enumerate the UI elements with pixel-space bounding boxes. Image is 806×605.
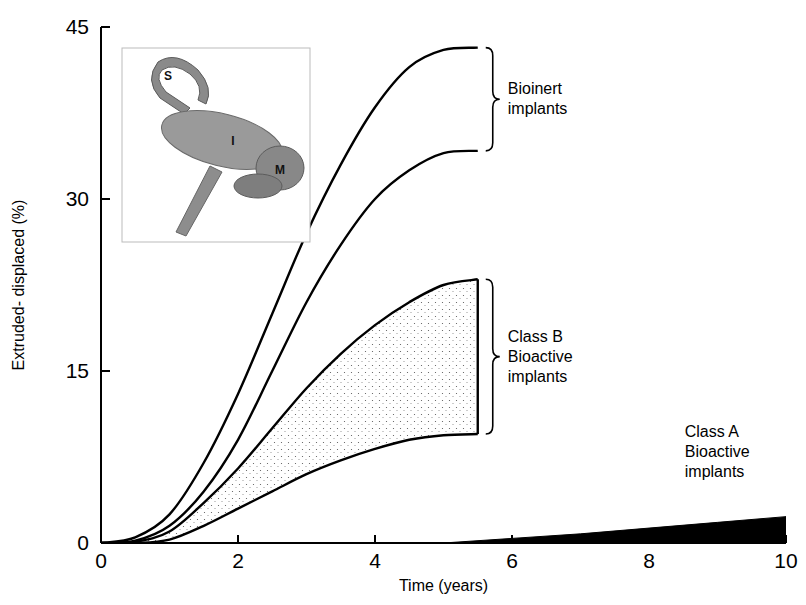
series-label: Bioinert implants (508, 80, 568, 117)
x-tick-label: 2 (232, 549, 244, 572)
inset-frame (122, 48, 310, 242)
label-line: Class B (508, 328, 563, 345)
series-label: Class B Bioactive implants (508, 328, 573, 385)
y-tick (101, 370, 110, 372)
y-axis (100, 27, 102, 543)
label-line: implants (508, 100, 568, 117)
y-tick-label: 0 (77, 531, 89, 554)
label-line: Bioinert (508, 80, 563, 97)
x-axis-title: Time (years) (399, 577, 488, 594)
label-line: Bioactive (508, 348, 573, 365)
x-tick (374, 535, 376, 543)
x-tick (785, 535, 787, 543)
label-line: implants (685, 463, 745, 480)
plot-data (101, 48, 786, 543)
stapes (151, 58, 208, 115)
incus-process (176, 166, 222, 236)
x-tick-label: 0 (95, 549, 107, 572)
label-line: Class A (685, 423, 740, 440)
y-tick-label: 30 (66, 187, 89, 210)
inset: S I M (122, 48, 310, 242)
chart: Bioinert implants Class B Bioactive implants… (0, 0, 806, 605)
x-tick-label: 6 (506, 549, 518, 572)
malleus-neck (234, 174, 282, 198)
y-tick-label: 15 (66, 359, 89, 382)
x-tick (648, 535, 650, 543)
lower-curve (101, 434, 478, 543)
band-fill (101, 279, 478, 543)
x-tick (100, 535, 102, 543)
y-axis-title: Extruded- displaced (%) (10, 200, 27, 371)
upper-curve (101, 279, 478, 543)
upper-curve (101, 48, 478, 543)
label-line: Bioactive (685, 443, 750, 460)
x-tick (237, 535, 239, 543)
y-tick (101, 198, 110, 200)
x-tick-label: 8 (643, 549, 655, 572)
series-label: Class A Bioactive implants (685, 423, 750, 480)
x-axis (101, 542, 786, 544)
inset-label: M (275, 163, 285, 177)
bracket (486, 279, 500, 434)
x-tick (511, 535, 513, 543)
band-end (477, 279, 479, 434)
label-line: implants (508, 368, 568, 385)
x-tick-label: 10 (774, 549, 797, 572)
labels: Bioinert implants Class B Bioactive implants… (486, 48, 750, 480)
bracket (486, 48, 500, 151)
y-tick (101, 542, 110, 544)
inset-label: I (231, 134, 234, 148)
x-tick-label: 4 (369, 549, 381, 572)
area (444, 517, 787, 543)
y-tick (101, 26, 110, 28)
inset-label: S (164, 69, 172, 83)
y-tick-label: 45 (66, 15, 89, 38)
